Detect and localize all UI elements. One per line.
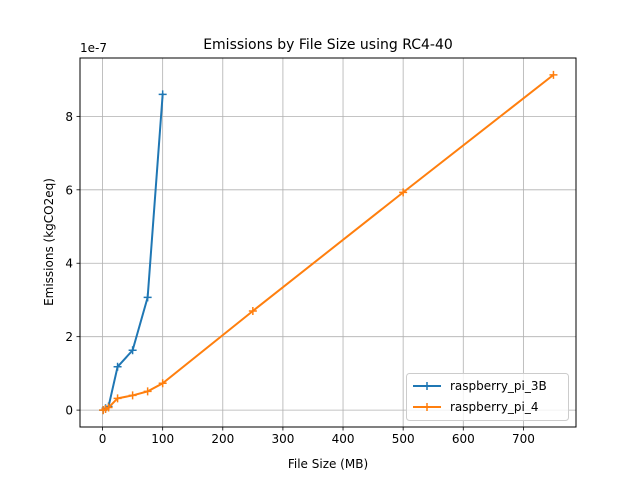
y-axis-label: Emissions (kgCO2eq): [42, 178, 56, 306]
x-tick-label: 300: [271, 432, 294, 446]
x-tick-label: 0: [99, 432, 107, 446]
data-point: [143, 387, 152, 396]
y-offset-label: 1e-7: [80, 41, 107, 55]
legend: raspberry_pi_3B raspberry_pi_4: [406, 373, 569, 421]
x-tick-label: 600: [452, 432, 475, 446]
data-point: [128, 391, 137, 400]
data-point: [104, 403, 113, 412]
y-tick-label: 0: [65, 404, 73, 418]
x-axis-label: File Size (MB): [288, 457, 368, 471]
series-layer: [99, 70, 558, 415]
y-tick-label: 8: [65, 110, 73, 124]
data-point: [113, 362, 122, 371]
grid: [80, 58, 576, 427]
legend-marker-raspberry-pi-4: [423, 403, 431, 411]
y-tick-label: 6: [65, 183, 73, 197]
x-tick-label: 400: [332, 432, 355, 446]
plot-frame: [79, 57, 577, 428]
x-tick-label: 500: [392, 432, 415, 446]
chart-title: Emissions by File Size using RC4-40: [203, 37, 453, 53]
x-tick-label: 200: [211, 432, 234, 446]
data-point: [399, 188, 408, 197]
legend-label-raspberry-pi-4: raspberry_pi_4: [450, 400, 539, 414]
data-point: [158, 90, 167, 99]
series-raspberry-pi-4: [99, 70, 558, 415]
legend-marker-raspberry-pi-3b: [423, 382, 431, 390]
ticks: 0 100 200 300 400 500 600 700 0 2 4 6 8: [65, 110, 534, 446]
data-point: [128, 346, 137, 355]
data-point: [143, 293, 152, 302]
data-point: [113, 394, 122, 403]
y-tick-label: 4: [65, 257, 73, 271]
data-point: [549, 70, 558, 79]
legend-label-raspberry-pi-3b: raspberry_pi_3B: [450, 379, 547, 393]
y-tick-label: 2: [65, 330, 73, 344]
legend-frame: [406, 373, 569, 421]
x-tick-label: 100: [151, 432, 174, 446]
data-point: [158, 379, 167, 388]
x-tick-label: 700: [512, 432, 535, 446]
data-point: [248, 306, 257, 315]
